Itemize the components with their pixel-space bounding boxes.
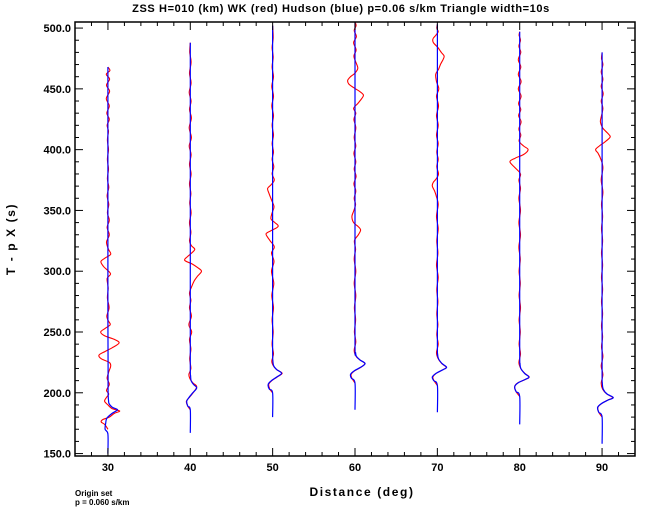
trace-group-50: [265, 25, 283, 418]
hudson-trace-40: [186, 42, 198, 433]
hudson-trace-90: [596, 52, 614, 444]
y-tick-label: 500.0: [43, 23, 71, 35]
y-axis-label: T - p X (s): [4, 203, 18, 275]
trace-group-90: [595, 52, 614, 444]
wk-trace-50: [265, 25, 283, 394]
y-tick-label: 250.0: [43, 327, 71, 339]
trace-group-70: [431, 24, 448, 413]
trace-group-30: [98, 66, 121, 454]
wk-trace-40: [184, 42, 203, 411]
x-tick-label: 30: [102, 462, 114, 474]
wk-trace-70: [431, 24, 447, 386]
x-tick-label: 70: [431, 462, 443, 474]
wk-trace-60: [347, 21, 366, 384]
y-tick-label: 400.0: [43, 145, 71, 157]
y-tick-label: 300.0: [43, 266, 71, 278]
traces-layer: [98, 21, 614, 454]
wk-trace-30: [98, 66, 121, 430]
hudson-trace-70: [431, 24, 448, 413]
note-slowness: p = 0.060 s/km: [75, 498, 129, 507]
y-tick-label: 450.0: [43, 84, 71, 96]
y-axis: 150.0 200.0 250.0 300.0 350.0 400.0 450.0 500.0: [43, 23, 635, 461]
hudson-trace-50: [267, 25, 283, 418]
x-axis-label: Distance (deg): [309, 485, 414, 499]
hudson-trace-80: [514, 31, 530, 425]
wk-trace-90: [595, 52, 614, 418]
trace-group-40: [184, 42, 203, 433]
x-tick-label: 60: [349, 462, 361, 474]
y-tick-label: 150.0: [43, 449, 71, 461]
x-tick-label: 40: [184, 462, 196, 474]
note-origin: Origin set: [75, 489, 113, 498]
trace-group-60: [347, 21, 366, 410]
y-tick-label: 200.0: [43, 388, 71, 400]
hudson-trace-60: [349, 22, 366, 410]
x-tick-label: 50: [267, 462, 279, 474]
x-axis: 30 40 50 60 70 80 90: [90, 22, 636, 474]
x-tick-label: 90: [596, 462, 608, 474]
trace-group-80: [509, 31, 530, 425]
chart-title: ZSS H=010 (km) WK (red) Hudson (blue) p=…: [132, 3, 550, 15]
hudson-trace-30: [104, 67, 119, 454]
y-tick-label: 350.0: [43, 205, 71, 217]
x-tick-label: 80: [514, 462, 526, 474]
